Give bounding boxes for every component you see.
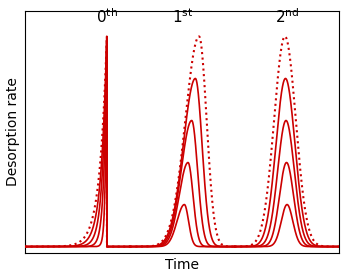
- X-axis label: Time: Time: [165, 259, 199, 272]
- Text: $0^{\mathrm{th}}$: $0^{\mathrm{th}}$: [96, 7, 118, 26]
- Text: $2^{\mathrm{nd}}$: $2^{\mathrm{nd}}$: [275, 7, 299, 26]
- Text: $1^{\mathrm{st}}$: $1^{\mathrm{st}}$: [171, 7, 193, 26]
- Y-axis label: Desorption rate: Desorption rate: [6, 78, 20, 187]
